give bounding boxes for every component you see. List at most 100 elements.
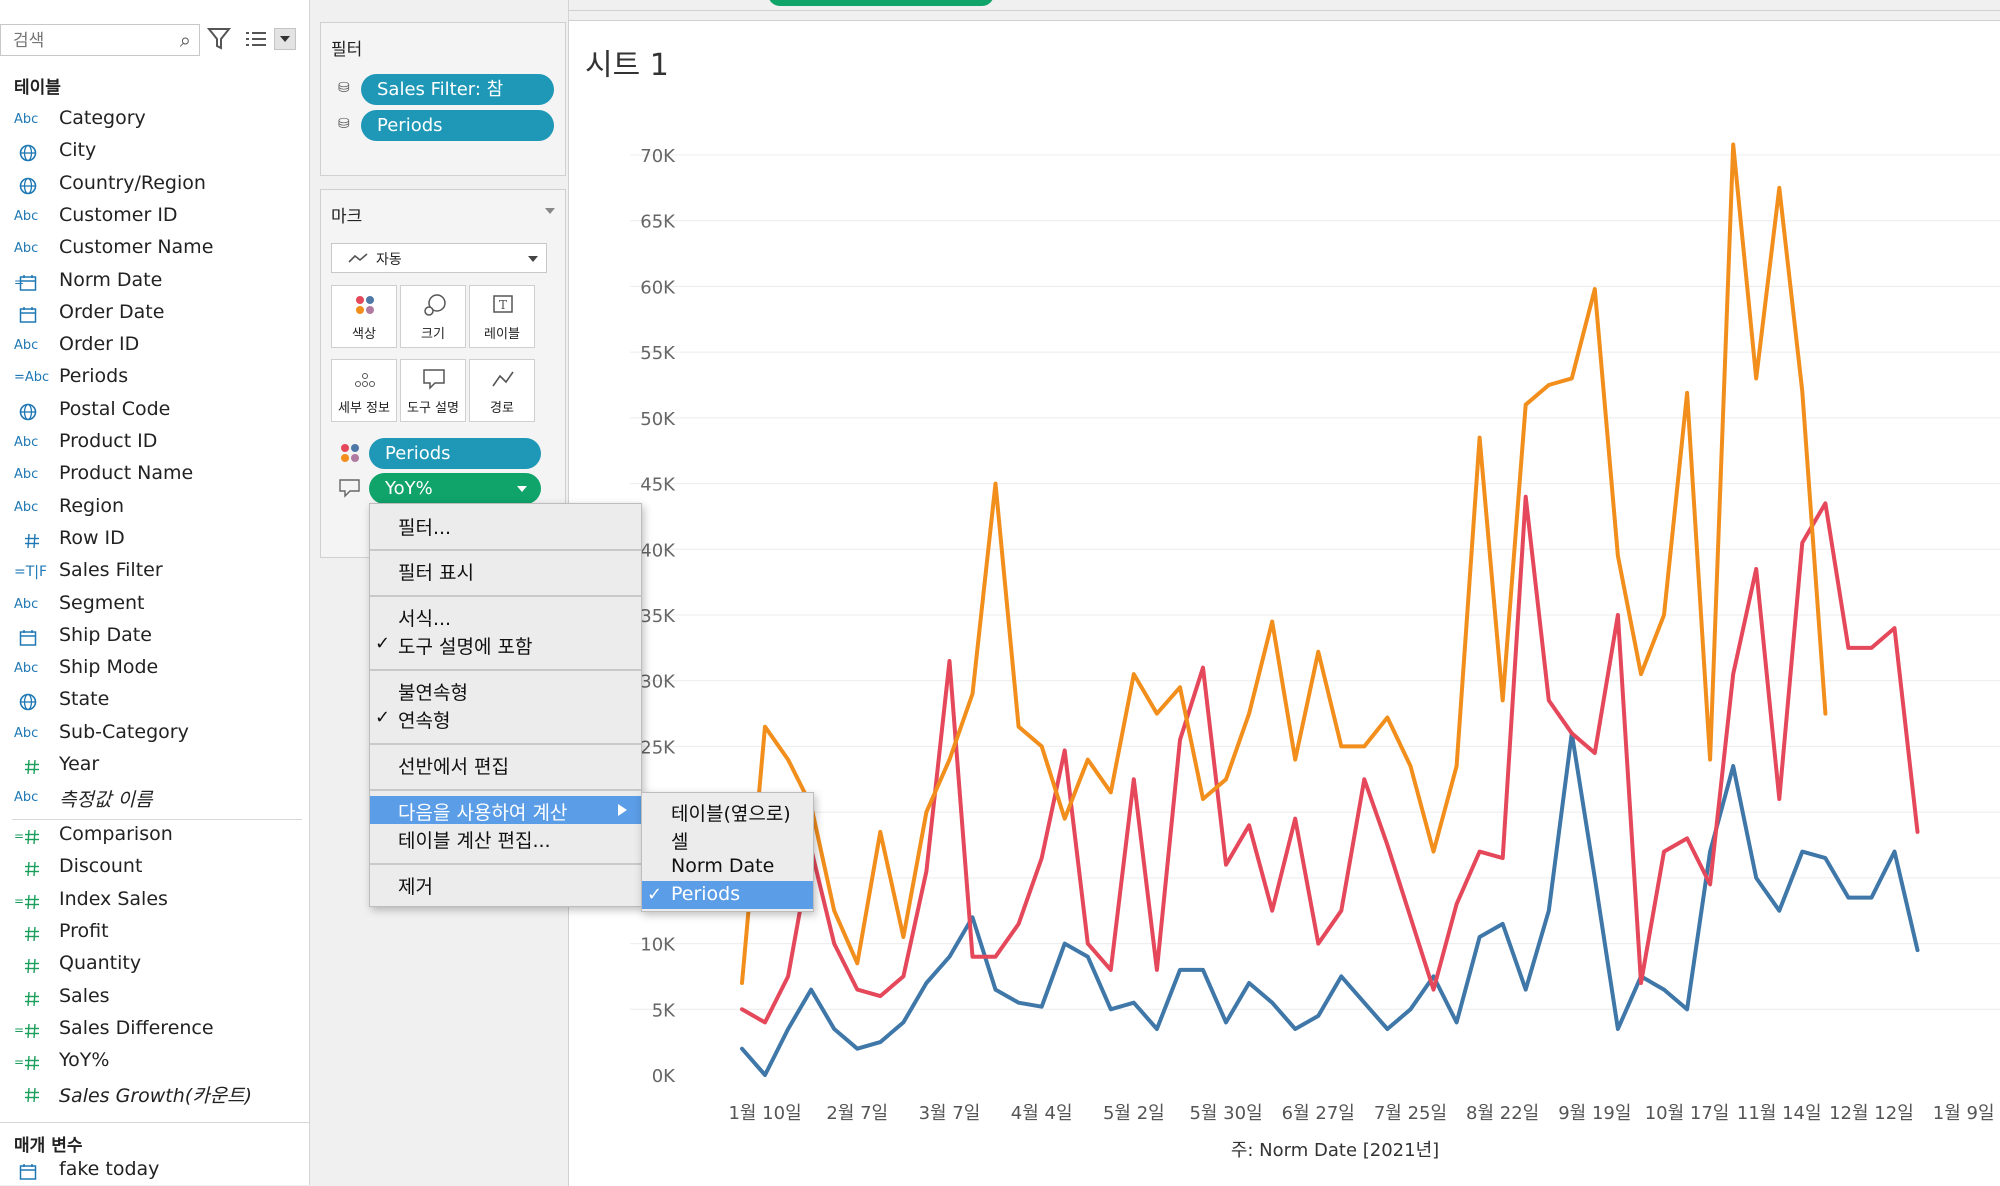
menu-item-continuous[interactable]: ✓ 연속형	[370, 704, 641, 732]
mark-type-label: 자동	[376, 252, 402, 268]
menu-item-show-filter[interactable]: 필터 표시	[370, 556, 641, 584]
calendar-icon	[14, 303, 48, 325]
field-item[interactable]: Ship Date	[0, 622, 300, 652]
filter-funnel-icon[interactable]	[207, 26, 231, 52]
field-item[interactable]: Abc Product ID	[0, 428, 300, 458]
field-item[interactable]: =Abc Periods	[0, 363, 300, 393]
field-name: fake today	[59, 1158, 160, 1180]
field-item[interactable]: Abc Region	[0, 493, 300, 523]
field-item[interactable]: Sales	[0, 983, 300, 1013]
list-view-icon[interactable]	[244, 30, 268, 48]
menu-item-compute-using[interactable]: 다음을 사용하여 계산	[370, 796, 641, 824]
field-item[interactable]: Country/Region	[0, 170, 300, 200]
menu-item-discrete[interactable]: 불연속형	[370, 676, 641, 704]
field-item[interactable]: Discount	[0, 853, 300, 883]
menu-item-edit-in-shelf[interactable]: 선반에서 편집	[370, 750, 641, 778]
field-item[interactable]: Abc Category	[0, 105, 300, 135]
field-item[interactable]: State	[0, 686, 300, 716]
abc-string-icon: Abc	[14, 338, 39, 354]
field-name: Product Name	[59, 462, 194, 485]
field-item[interactable]: Abc Segment	[0, 590, 300, 620]
y-tick-label: 60K	[640, 277, 676, 298]
color-icon	[356, 296, 374, 314]
color-mark-button[interactable]: 색상	[331, 285, 397, 348]
series-line-red	[740, 494, 1920, 1025]
field-item[interactable]: = Index Sales	[0, 886, 300, 916]
x-tick-label: 1월 10일	[728, 1103, 801, 1124]
field-item[interactable]: Abc Customer ID	[0, 202, 300, 232]
field-item[interactable]: Profit	[0, 918, 300, 948]
x-tick-label: 2월 7일	[826, 1103, 888, 1124]
field-item[interactable]: Row ID	[0, 525, 300, 555]
y-tick-label: 45K	[640, 475, 676, 496]
field-item[interactable]: = Norm Date	[0, 267, 300, 297]
field-item[interactable]: = Sales Difference	[0, 1015, 300, 1045]
field-item[interactable]: Year	[0, 751, 300, 781]
menu-item-filter[interactable]: 필터...	[370, 511, 641, 539]
menu-item-edit-table-calc[interactable]: 테이블 계산 편집...	[370, 824, 641, 852]
filter-pill-sales-filter[interactable]: Sales Filter: 참	[361, 74, 554, 105]
series-line-orange	[740, 142, 1828, 985]
submenu-item-table-across[interactable]: 테이블(옆으로)	[642, 797, 813, 825]
submenu-item-norm-date[interactable]: Norm Date	[642, 853, 813, 881]
field-item[interactable]: Sales Growth(카운트)	[0, 1079, 300, 1109]
abc-string-icon: Abc	[14, 241, 39, 257]
field-item[interactable]: = Comparison	[0, 821, 300, 851]
menu-item-remove[interactable]: 제거	[370, 870, 641, 898]
x-tick-label: 11월 14일	[1737, 1103, 1822, 1124]
field-item[interactable]: fake today	[0, 1156, 300, 1186]
marks-card[interactable]: 마크 자동 색상 크기 T	[320, 189, 566, 558]
search-icon[interactable]: ⌕	[179, 28, 191, 52]
search-box[interactable]: ⌕	[0, 24, 200, 56]
mark-type-dropdown[interactable]: 자동	[331, 243, 547, 273]
path-mark-button[interactable]: 경로	[469, 359, 535, 422]
label-mark-label: 레이블	[484, 327, 520, 342]
y-tick-label: 70K	[640, 146, 676, 167]
size-mark-button[interactable]: 크기	[400, 285, 466, 348]
submenu-item-periods[interactable]: ✓ Periods	[642, 881, 813, 909]
field-name: State	[59, 688, 110, 711]
field-name: Year	[59, 753, 100, 775]
field-name: City	[59, 139, 97, 162]
menu-item-label: 불연속형	[398, 682, 468, 704]
field-item[interactable]: Abc 측정값 이름	[0, 783, 300, 813]
field-item[interactable]: = YoY%	[0, 1047, 300, 1077]
field-item[interactable]: Abc Ship Mode	[0, 654, 300, 684]
menu-item-format[interactable]: 서식...	[370, 602, 641, 630]
tooltip-pill-yoy[interactable]: YoY%	[369, 473, 541, 504]
detail-mark-button[interactable]: 세부 정보	[331, 359, 397, 422]
field-item[interactable]: Order Date	[0, 299, 300, 329]
view-options-dropdown-button[interactable]	[274, 28, 296, 50]
filter-pill-periods[interactable]: Periods	[361, 110, 554, 141]
field-item[interactable]: Postal Code	[0, 396, 300, 426]
marks-card-collapse-icon[interactable]	[545, 208, 555, 214]
globe-icon	[14, 400, 48, 422]
abc-string-icon: Abc	[14, 725, 39, 741]
y-tick-label: 65K	[640, 212, 676, 233]
search-input[interactable]	[11, 29, 165, 53]
line-chart[interactable]: 0K5K10K15K20K25K30K35K40K45K50K55K60K65K…	[568, 20, 2000, 1185]
field-item[interactable]: Abc Product Name	[0, 460, 300, 490]
calculated-number-icon: =	[14, 1051, 48, 1073]
field-item[interactable]: Quantity	[0, 950, 300, 980]
pill-dropdown-arrow-icon[interactable]	[517, 486, 527, 492]
filters-card[interactable]: 필터 ⛁ Sales Filter: 참 ⛁ Periods	[320, 22, 566, 176]
field-name: Profit	[59, 919, 109, 942]
y-tick-label: 40K	[640, 540, 676, 561]
field-name: Norm Date	[59, 268, 163, 291]
top-shelf-pill[interactable]	[768, 0, 994, 6]
field-name: Segment	[59, 591, 145, 614]
submenu-item-cell[interactable]: 셀	[642, 825, 813, 853]
field-item[interactable]: Abc Customer Name	[0, 234, 300, 264]
field-item[interactable]: Abc Order ID	[0, 331, 300, 361]
menu-item-include-in-tooltip[interactable]: ✓ 도구 설명에 포함	[370, 630, 641, 658]
menu-item-label: 셀	[671, 831, 689, 853]
field-item[interactable]: =T|F Sales Filter	[0, 557, 300, 587]
field-item[interactable]: Abc Sub-Category	[0, 719, 300, 749]
field-name: 측정값 이름	[59, 789, 153, 812]
label-mark-button[interactable]: T 레이블	[469, 285, 535, 348]
tooltip-mark-button[interactable]: 도구 설명	[400, 359, 466, 422]
color-pill-periods[interactable]: Periods	[369, 438, 541, 469]
field-item[interactable]: City	[0, 137, 300, 167]
